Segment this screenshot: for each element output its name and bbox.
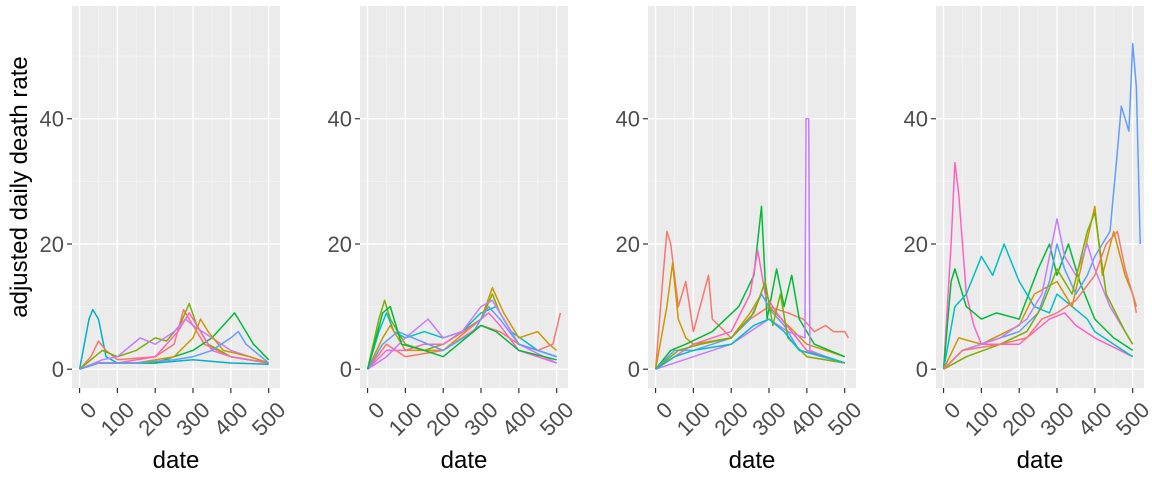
x-axis-title: date — [729, 447, 776, 474]
y-tick-label: 20 — [616, 232, 640, 257]
x-tick-label: 300 — [459, 397, 503, 441]
x-tick-label: 300 — [171, 397, 215, 441]
x-axis-title: date — [1017, 447, 1064, 474]
y-tick-label: 0 — [52, 357, 64, 382]
x-tick-label: 0 — [939, 397, 965, 423]
x-tick-label: 400 — [1073, 397, 1117, 441]
series-line-s7 — [943, 211, 1134, 370]
x-tick-label: 500 — [247, 397, 291, 441]
y-tick-label: 20 — [328, 232, 352, 257]
y-tick-label: 40 — [904, 107, 928, 132]
series-line-s5 — [943, 42, 1141, 370]
x-tick-label: 100 — [672, 397, 716, 441]
series-line-s3 — [655, 205, 845, 370]
x-tick-label: 100 — [96, 397, 140, 441]
x-tick-label: 400 — [209, 397, 253, 441]
panel-background — [72, 6, 280, 388]
x-tick-label: 500 — [535, 397, 579, 441]
series-line-s5 — [367, 312, 557, 370]
x-tick-label: 500 — [823, 397, 867, 441]
series-line-s8 — [79, 330, 270, 370]
x-tick-label: 500 — [1111, 397, 1152, 441]
x-axis-title: date — [441, 447, 488, 474]
y-tick-label: 0 — [340, 357, 352, 382]
x-tick-label: 0 — [75, 397, 101, 423]
x-tick-label: 100 — [384, 397, 428, 441]
y-tick-label: 20 — [40, 232, 64, 257]
y-tick-label: 0 — [628, 357, 640, 382]
x-tick-label: 200 — [709, 397, 753, 441]
x-tick-label: 0 — [363, 397, 389, 423]
series-line-s8 — [943, 230, 1138, 370]
x-tick-label: 100 — [960, 397, 1004, 441]
series-line-s7 — [366, 305, 557, 370]
series-line-s1 — [78, 308, 269, 370]
series-line-s4 — [942, 205, 1138, 370]
y-tick-label: 40 — [40, 107, 64, 132]
y-tick-label: 40 — [616, 107, 640, 132]
x-tick-label: 400 — [785, 397, 829, 441]
panel-background — [360, 6, 568, 388]
x-tick-label: 400 — [497, 397, 541, 441]
panel-background — [648, 6, 856, 388]
series-line-s8 — [655, 318, 845, 370]
x-tick-label: 200 — [997, 397, 1041, 441]
series-line-s4 — [655, 117, 845, 370]
series-line-s6 — [943, 218, 1134, 370]
series-line-s6 — [367, 299, 558, 370]
x-axis-title: date — [153, 447, 200, 474]
y-axis-title: adjusted daily death rate — [6, 56, 33, 318]
x-tick-label: 0 — [651, 397, 677, 423]
y-tick-label: 0 — [916, 357, 928, 382]
y-tick-label: 20 — [904, 232, 928, 257]
x-tick-label: 200 — [133, 397, 177, 441]
series-line-s5 — [79, 318, 269, 370]
series-line-s8 — [366, 305, 557, 370]
x-tick-label: 300 — [1035, 397, 1079, 441]
panel-background — [936, 6, 1144, 388]
x-tick-label: 300 — [747, 397, 791, 441]
series-line-s2 — [942, 243, 1134, 370]
y-tick-label: 40 — [328, 107, 352, 132]
x-tick-label: 200 — [421, 397, 465, 441]
